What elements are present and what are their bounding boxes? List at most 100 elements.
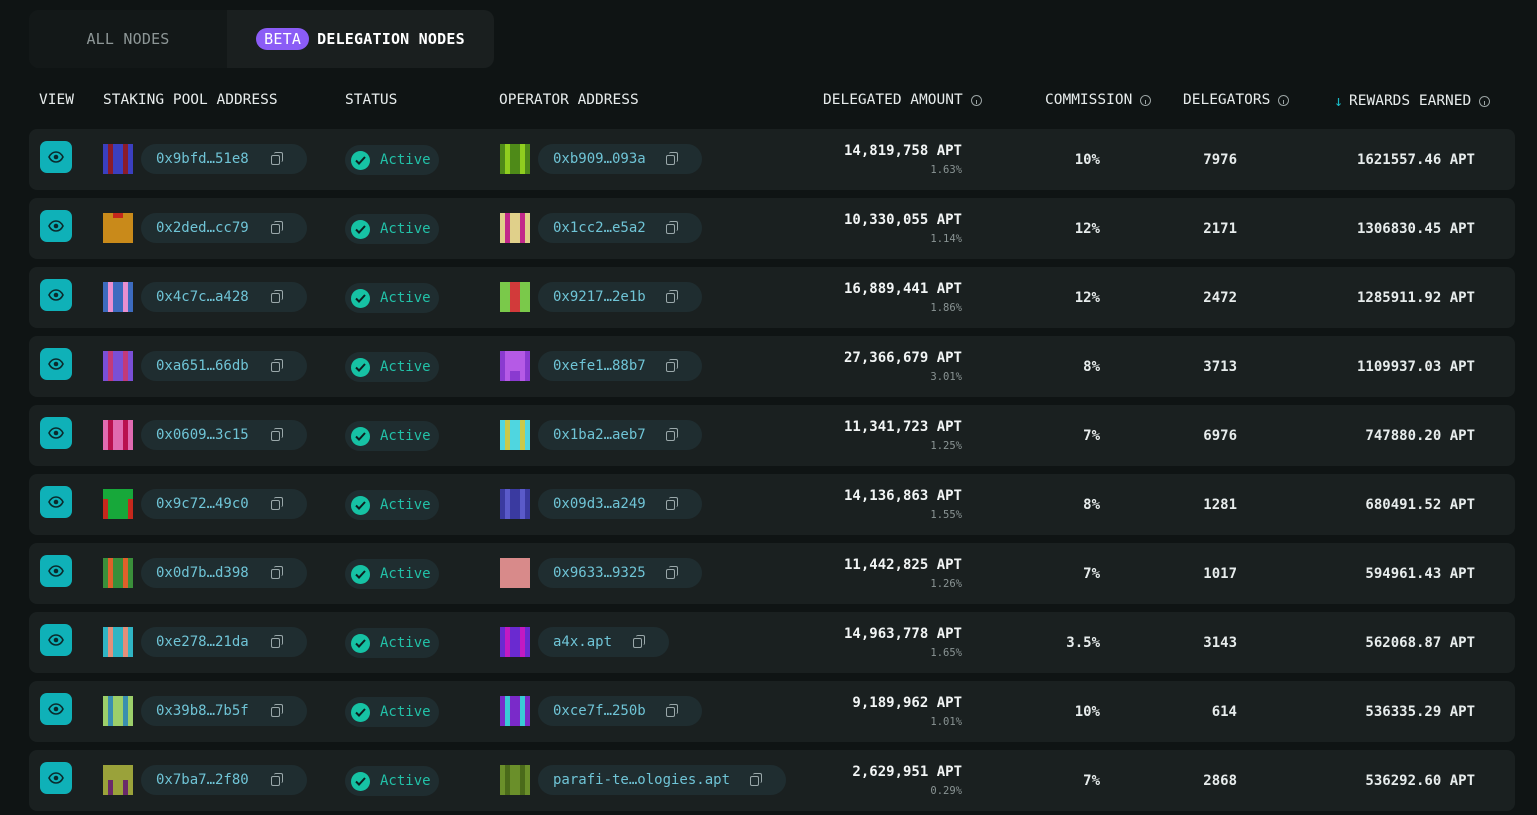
info-icon[interactable] bbox=[1140, 94, 1152, 106]
copy-icon[interactable] bbox=[666, 290, 679, 304]
header-status-label: STATUS bbox=[345, 92, 398, 108]
copy-icon[interactable] bbox=[271, 359, 284, 373]
delegated-amount: 14,136,863 APT bbox=[843, 488, 962, 504]
table-row[interactable]: 0x0609…3c15 Active 0x1ba2…aeb7 11,341,723 A… bbox=[29, 405, 1515, 466]
copy-icon[interactable] bbox=[271, 290, 284, 304]
pool-address[interactable]: 0x2ded…cc79 bbox=[141, 213, 307, 243]
check-circle-icon bbox=[351, 288, 370, 308]
copy-icon[interactable] bbox=[666, 428, 679, 442]
tab-delegation-nodes[interactable]: BETA DELEGATION NODES bbox=[227, 10, 494, 68]
operator-address-text: a4x.apt bbox=[553, 634, 613, 650]
check-circle-icon bbox=[351, 357, 370, 377]
info-icon[interactable] bbox=[1278, 94, 1290, 106]
copy-icon[interactable] bbox=[666, 566, 679, 580]
view-eye-icon[interactable] bbox=[40, 693, 72, 725]
view-eye-icon[interactable] bbox=[40, 348, 72, 380]
header-rewards[interactable]: ↓ REWARDS EARNED bbox=[1334, 92, 1491, 110]
rewards-value: 1306830.45 APT bbox=[1356, 221, 1475, 237]
copy-icon[interactable] bbox=[271, 497, 284, 511]
operator-address[interactable]: 0x1ba2…aeb7 bbox=[538, 420, 702, 450]
delegated-share: 1.86% bbox=[930, 302, 962, 314]
info-icon[interactable] bbox=[1479, 95, 1491, 107]
pool-avatar bbox=[103, 144, 133, 174]
copy-icon[interactable] bbox=[271, 221, 284, 235]
table-row[interactable]: 0x2ded…cc79 Active 0x1cc2…e5a2 10,330,055 A… bbox=[29, 198, 1515, 259]
operator-address[interactable]: 0xce7f…250b bbox=[538, 696, 702, 726]
tab-all-nodes[interactable]: ALL NODES bbox=[29, 10, 227, 68]
pool-address[interactable]: 0x9bfd…51e8 bbox=[141, 144, 307, 174]
table-row[interactable]: 0x9bfd…51e8 Active 0xb909…093a 14,819,758 A… bbox=[29, 129, 1515, 190]
status-badge: Active bbox=[345, 283, 439, 313]
status-text: Active bbox=[380, 773, 431, 789]
check-circle-icon bbox=[351, 426, 370, 446]
view-eye-icon[interactable] bbox=[40, 279, 72, 311]
operator-address[interactable]: 0x09d3…a249 bbox=[538, 489, 702, 519]
copy-icon[interactable] bbox=[666, 497, 679, 511]
header-delegated[interactable]: DELEGATED AMOUNT bbox=[823, 92, 982, 108]
view-eye-icon[interactable] bbox=[40, 762, 72, 794]
header-commission[interactable]: COMMISSION bbox=[1045, 92, 1152, 108]
table-row[interactable]: 0x4c7c…a428 Active 0x9217…2e1b 16,889,441 A… bbox=[29, 267, 1515, 328]
status-text: Active bbox=[380, 290, 431, 306]
operator-address[interactable]: a4x.apt bbox=[538, 627, 669, 657]
info-icon[interactable] bbox=[970, 94, 982, 106]
copy-icon[interactable] bbox=[666, 152, 679, 166]
table-row[interactable]: 0x39b8…7b5f Active 0xce7f…250b 9,189,962 AP… bbox=[29, 681, 1515, 742]
table-row[interactable]: 0x7ba7…2f80 Active parafi-te…ologies.apt 2,… bbox=[29, 750, 1515, 811]
operator-avatar bbox=[500, 489, 530, 519]
delegators-value: 7976 bbox=[1203, 152, 1237, 168]
table-row[interactable]: 0x0d7b…d398 Active 0x9633…9325 11,442,825 A… bbox=[29, 543, 1515, 604]
view-eye-icon[interactable] bbox=[40, 624, 72, 656]
check-circle-icon bbox=[351, 219, 370, 239]
pool-address[interactable]: 0x4c7c…a428 bbox=[141, 282, 307, 312]
pool-address[interactable]: 0x9c72…49c0 bbox=[141, 489, 307, 519]
operator-address[interactable]: 0x1cc2…e5a2 bbox=[538, 213, 702, 243]
delegated-share: 1.25% bbox=[930, 440, 962, 452]
table-row[interactable]: 0x9c72…49c0 Active 0x09d3…a249 14,136,863 A… bbox=[29, 474, 1515, 535]
pool-address[interactable]: 0x0609…3c15 bbox=[141, 420, 307, 450]
pool-avatar bbox=[103, 627, 133, 657]
copy-icon[interactable] bbox=[750, 773, 763, 787]
view-eye-icon[interactable] bbox=[40, 141, 72, 173]
copy-icon[interactable] bbox=[666, 704, 679, 718]
copy-icon[interactable] bbox=[666, 359, 679, 373]
sort-arrow-down-icon[interactable]: ↓ bbox=[1334, 92, 1344, 110]
operator-address[interactable]: parafi-te…ologies.apt bbox=[538, 765, 786, 795]
view-eye-icon[interactable] bbox=[40, 555, 72, 587]
copy-icon[interactable] bbox=[271, 773, 284, 787]
pool-address-text: 0x0609…3c15 bbox=[156, 427, 249, 443]
operator-address[interactable]: 0xefe1…88b7 bbox=[538, 351, 702, 381]
pool-avatar bbox=[103, 765, 133, 795]
commission-value: 7% bbox=[1083, 773, 1100, 789]
delegators-value: 3143 bbox=[1203, 635, 1237, 651]
pool-address[interactable]: 0xa651…66db bbox=[141, 351, 307, 381]
delegated-amount: 10,330,055 APT bbox=[843, 212, 962, 228]
delegators-value: 1017 bbox=[1203, 566, 1237, 582]
operator-address[interactable]: 0x9633…9325 bbox=[538, 558, 702, 588]
table-row[interactable]: 0xa651…66db Active 0xefe1…88b7 27,366,679 A… bbox=[29, 336, 1515, 397]
pool-address[interactable]: 0x0d7b…d398 bbox=[141, 558, 307, 588]
view-eye-icon[interactable] bbox=[40, 417, 72, 449]
copy-icon[interactable] bbox=[633, 635, 646, 649]
commission-value: 7% bbox=[1083, 566, 1100, 582]
copy-icon[interactable] bbox=[271, 152, 284, 166]
delegated-amount: 27,366,679 APT bbox=[843, 350, 962, 366]
delegated-share: 1.63% bbox=[930, 164, 962, 176]
header-pool: STAKING POOL ADDRESS bbox=[103, 92, 278, 108]
operator-address[interactable]: 0xb909…093a bbox=[538, 144, 702, 174]
pool-address[interactable]: 0x7ba7…2f80 bbox=[141, 765, 307, 795]
copy-icon[interactable] bbox=[666, 221, 679, 235]
copy-icon[interactable] bbox=[271, 566, 284, 580]
operator-address-text: 0xefe1…88b7 bbox=[553, 358, 646, 374]
header-delegators[interactable]: DELEGATORS bbox=[1183, 92, 1290, 108]
copy-icon[interactable] bbox=[271, 704, 284, 718]
pool-address[interactable]: 0xe278…21da bbox=[141, 627, 307, 657]
view-eye-icon[interactable] bbox=[40, 210, 72, 242]
operator-address[interactable]: 0x9217…2e1b bbox=[538, 282, 702, 312]
pool-address[interactable]: 0x39b8…7b5f bbox=[141, 696, 307, 726]
view-eye-icon[interactable] bbox=[40, 486, 72, 518]
rewards-value: 747880.20 APT bbox=[1365, 428, 1475, 444]
table-row[interactable]: 0xe278…21da Active a4x.apt 14,963,778 APT 1.… bbox=[29, 612, 1515, 673]
copy-icon[interactable] bbox=[271, 635, 284, 649]
copy-icon[interactable] bbox=[271, 428, 284, 442]
